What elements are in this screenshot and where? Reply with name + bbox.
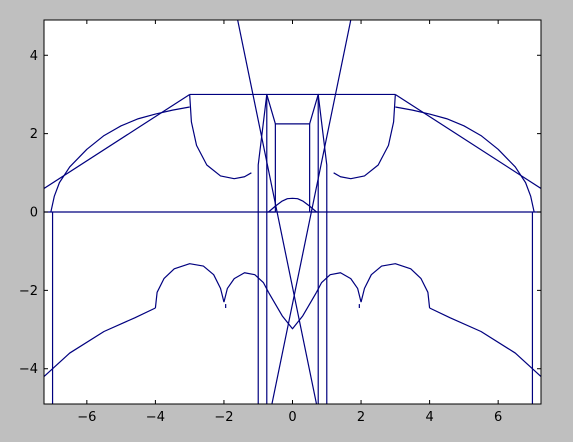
x-tick-label-1: −4 (146, 410, 165, 425)
y-tick-label-0: −4 (19, 362, 38, 377)
x-tick-label-0: −6 (77, 410, 96, 425)
y-tick-label-4: 4 (30, 49, 38, 64)
y-tick-label-1: −2 (19, 284, 38, 299)
y-tick-label-2: 0 (30, 206, 38, 221)
y-tick-label-3: 2 (30, 127, 38, 142)
x-tick-label-2: −2 (214, 410, 233, 425)
x-tick-label-6: 6 (494, 410, 502, 425)
x-tick-label-5: 4 (425, 410, 433, 425)
x-tick-label-3: 0 (288, 410, 296, 425)
x-tick-label-4: 2 (357, 410, 365, 425)
